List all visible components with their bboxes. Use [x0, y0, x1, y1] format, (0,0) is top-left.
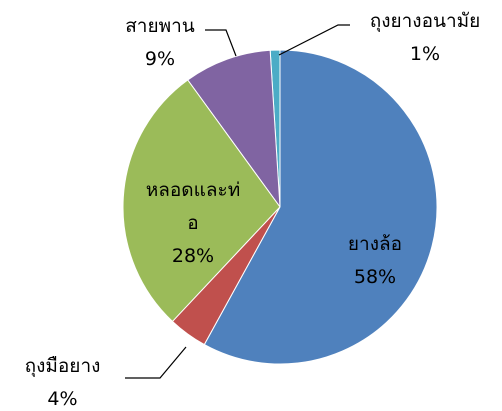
slice-label: ยางล้อ 58%	[320, 228, 430, 294]
value-label: 58%	[353, 266, 397, 288]
slice-label: สายพาน 9%	[100, 10, 220, 76]
value-label: 9%	[144, 48, 176, 70]
value-label: 1%	[409, 43, 441, 65]
pie-slice	[122, 79, 281, 323]
value-label: 4%	[47, 388, 78, 410]
category-label: สายพาน	[125, 15, 195, 37]
slice-label: ถุงมือยาง 4%	[0, 350, 125, 411]
category-label: ถุงมือยาง	[24, 355, 101, 377]
slice-label: ถุงยางอนามัย 1%	[345, 5, 502, 71]
category-label: หลอดและท่อ	[145, 179, 241, 234]
category-label: ถุงยางอนามัย	[369, 10, 481, 32]
slice-label: หลอดและท่อ 28%	[145, 174, 241, 273]
leader-line	[125, 346, 187, 379]
pie-slice	[203, 49, 438, 365]
pie-slice	[187, 49, 281, 209]
category-label: ยางล้อ	[347, 233, 403, 255]
leader-line	[278, 24, 350, 56]
leader-line	[205, 29, 237, 57]
value-label: 28%	[171, 245, 215, 267]
